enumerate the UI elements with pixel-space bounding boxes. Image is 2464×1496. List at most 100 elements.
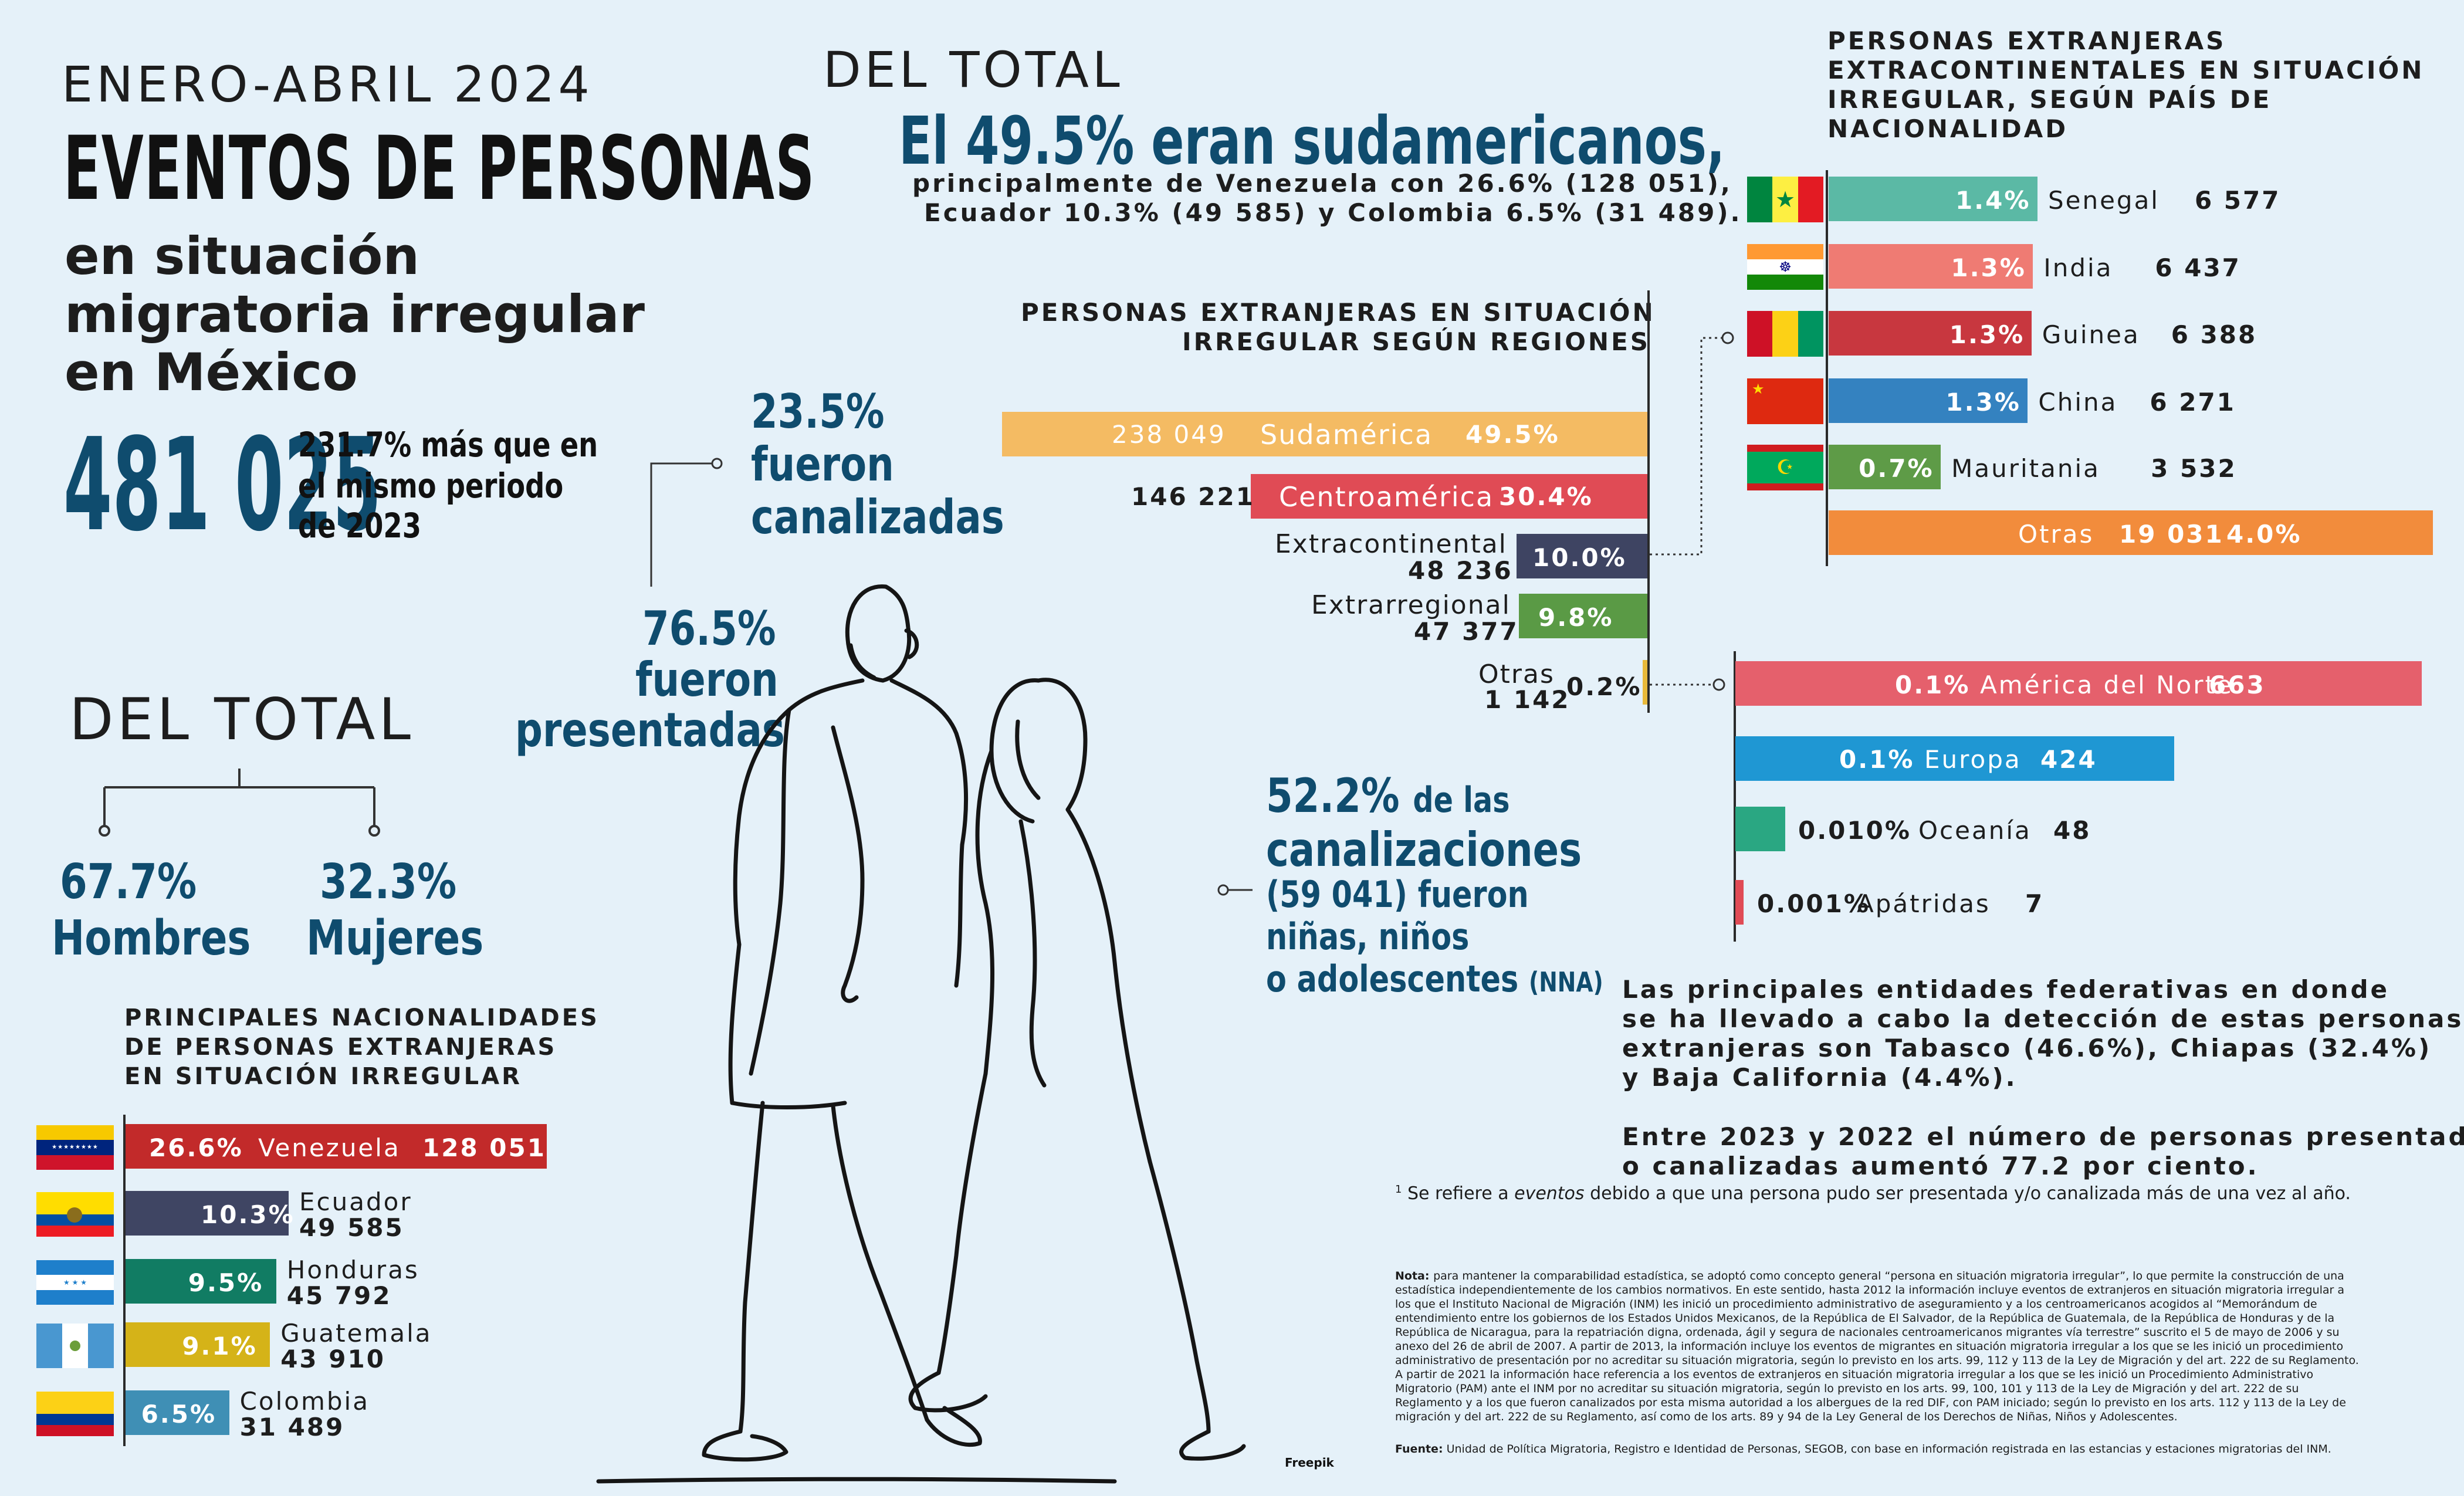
gender-bracket [99,769,380,837]
south-america-line-1: principalmente de Venezuela con 26.6% (1… [912,169,1732,198]
region-category-label: Extracontinental [1275,529,1507,559]
period-label: ENERO-ABRIL 2024 [62,56,593,113]
growth-text-1: 231.7% más que en [298,425,598,465]
title-line-1: en situación [65,226,420,286]
extracontinental-value-label: 3 532 [2151,454,2237,483]
growth-text-3: de 2023 [298,506,421,546]
extracontinental-bar [1829,177,2037,221]
extracontinental-value-label: 6 271 [2150,388,2236,417]
extracontinental-pct-label: 1.3% [1949,320,2025,349]
region-pct-label: 9.8% [1538,603,1614,632]
extracontinental-pct-label: 1.3% [1951,253,2026,282]
region-bar [1251,474,1647,519]
presentadas-pct: 76.5% [642,601,776,656]
region-bar [1002,412,1647,456]
nationality-bar [126,1322,270,1367]
extracontinental-bar [1829,510,2433,555]
other-region-bar [1735,807,1785,851]
del-total-regions-heading: DEL TOTAL [823,41,1123,99]
note-line: migración y del art. 222 de su Reglament… [1395,1410,2178,1423]
men-pct: 67.7% [60,854,197,910]
extracontinental-pct-label: 1.3% [1945,388,2021,417]
region-pct-label: 10.0% [1532,543,1627,572]
note-line: República de Nicaragua, para la repatria… [1395,1326,2340,1339]
nationality-pct-label: 6.5% [141,1400,217,1429]
extracontinental-pct-label: 0.7% [1859,454,1934,483]
note-label: Nota: [1395,1270,1434,1282]
states-line-3: extranjeras son Tabasco (46.6%), Chiapas… [1622,1034,2432,1062]
extracontinental-category-label: Guinea [2042,320,2140,349]
states-line-4: y Baja California (4.4%). [1622,1063,2018,1092]
nna-pct-line: 52.2% de las [1266,769,1510,823]
presentadas-l1: fueron [635,652,779,707]
china-flag: ★ [1747,378,1823,424]
south-america-headline: El 49.5% eran sudamericanos, [899,103,1725,180]
nationality-category-label: Guatemala [280,1319,432,1348]
extracontinental-value-label: 6 437 [2155,253,2241,282]
extracontinental-category-label: Mauritania [1951,454,2100,483]
canalizadas-l2: canalizadas [751,490,1004,544]
canalizadas-pct: 23.5% [751,384,885,439]
extracontinental-category-label: China [2038,388,2118,417]
women-label: Mujeres [306,911,484,966]
region-category-label: Extrarregional [1311,590,1511,620]
other-region-category-label: América del Norte [1980,671,2233,699]
del-total-gender-heading: DEL TOTAL [69,686,415,753]
states-line-2: se ha llevado a cabo la detección de est… [1622,1004,2464,1033]
nna-line-2: niñas, niños [1266,915,1470,958]
walking-couple-illustration: Freepik [596,584,1335,1484]
note-line: Reglamento y a los que fueron canalizado… [1395,1396,2346,1409]
other-region-bar [1735,736,2175,781]
extracontinental-category-label: Senegal [2047,186,2160,215]
region-bar [1517,534,1647,578]
region-value-label: 47 377 [1414,617,1519,646]
presentadas-l2: presentadas [515,703,785,757]
note-line: Migratorio (PAM) ante el INM por no acre… [1395,1382,2299,1395]
note-line: estadística independientemente de los ca… [1395,1284,2345,1297]
growth-line-2: o canalizadas aumentó 77.2 por ciento. [1622,1152,2259,1180]
region-category-label: Otras [1478,659,1555,689]
nationality-value-label: 31 489 [239,1413,345,1441]
nna-canalizaciones: canalizaciones [1266,823,1582,877]
india-flag: ☸ [1747,244,1823,290]
region-value-label: 48 236 [1408,556,1513,585]
nationality-category-label: Colombia [239,1387,370,1416]
canalizadas-l1: fueron [751,437,894,492]
tabasco: Tabasco (46.6%) [1885,1034,2148,1062]
chiapas: Chiapas (32.4%) [2170,1034,2432,1062]
region-value-label: 1 142 [1484,685,1571,714]
regions-title-2: IRREGULAR SEGÚN REGIONES [1182,327,1651,356]
other-region-pct-label: 0.010% [1798,816,1911,845]
guatemala-flag [36,1324,114,1368]
venezuela-flag: ★★★★★★★★ [36,1125,114,1170]
baja-california: Baja California (4.4%) [1651,1063,2006,1092]
title-line-3: en México [65,342,358,402]
nationality-value-label: 43 910 [280,1345,385,1373]
other-region-pct-label: 0.1% [1895,671,1971,699]
nna-line-3-wrap: o adolescentes (NNA) [1266,957,1603,1000]
nationality-pct-label: 9.1% [182,1332,258,1360]
nationality-value-label: 49 585 [299,1213,404,1242]
extracontinental-value-label: 6 577 [2194,186,2281,215]
senegal-flag: ★ [1747,177,1823,222]
nna-de-las: de las [1413,780,1510,821]
extracontinental-category-label: Otras [2018,520,2094,549]
guinea-flag [1747,311,1823,357]
other-region-pct-label: 0.001% [1757,889,1870,918]
region-bar [1643,660,1647,705]
regions-title-1: PERSONAS EXTRANJERAS EN SITUACIÓN [1021,298,1656,327]
region-bar [1519,594,1647,638]
nationality-value-label: 45 792 [286,1281,392,1310]
extra-axis [1826,170,1828,566]
extracontinental-value-label: 19 031 [2119,520,2224,549]
note-line: los que el Instituto Nacional de Migraci… [1395,1298,2317,1311]
region-pct-label: 49.5% [1465,420,1560,449]
regions-axis [1647,290,1650,713]
colombia-flag [36,1392,114,1436]
extracontinental-bar [1829,378,2028,423]
credit-text: Freepik [1285,1456,1335,1470]
growth-text-2: el mismo periodo [298,466,564,506]
nationality-value-label: 128 051 [422,1133,546,1162]
region-category-label: Sudamérica [1260,419,1433,451]
nationality-pct-label: 9.5% [188,1268,264,1297]
